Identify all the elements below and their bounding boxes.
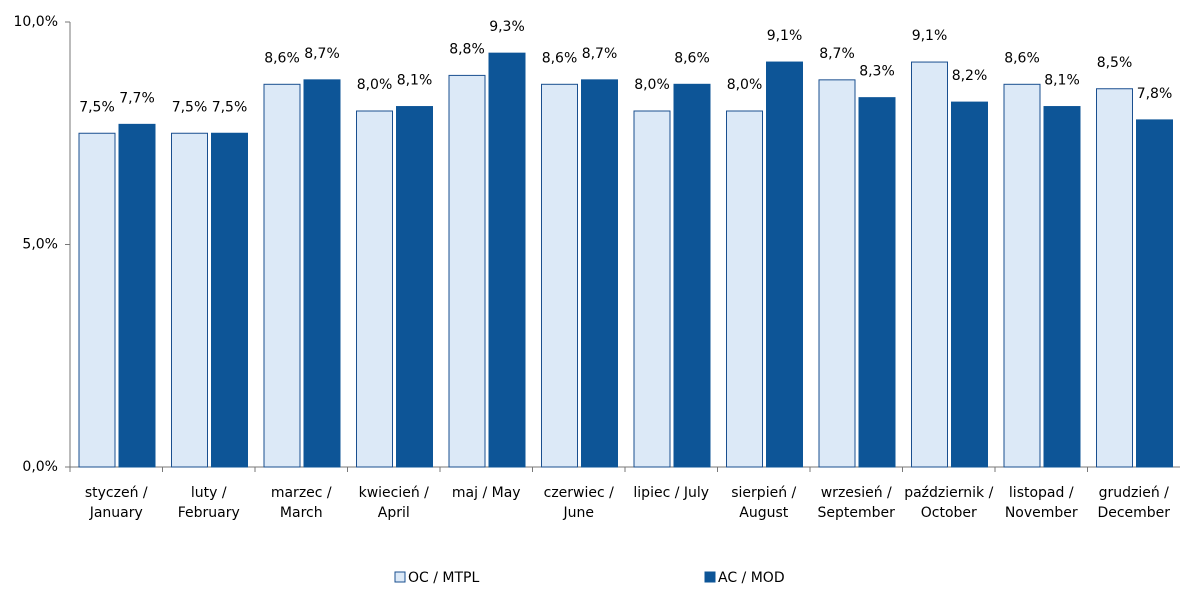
x-tick-label: March bbox=[280, 505, 323, 521]
value-label: 9,3% bbox=[489, 19, 525, 35]
value-label: 9,1% bbox=[767, 28, 803, 44]
value-label: 7,5% bbox=[212, 99, 248, 115]
x-tick-label: October bbox=[921, 505, 977, 521]
x-tick-label: marzec / bbox=[271, 485, 332, 501]
x-tick-label: luty / bbox=[191, 485, 227, 501]
x-tick-label: wrzesień / bbox=[821, 485, 892, 501]
value-label: 8,6% bbox=[674, 50, 710, 66]
bar bbox=[1043, 106, 1081, 468]
x-tick-label: September bbox=[818, 505, 896, 521]
x-tick-label: lipiec / July bbox=[633, 485, 709, 501]
bar bbox=[951, 101, 988, 468]
bar bbox=[1136, 119, 1173, 468]
bar bbox=[78, 132, 116, 468]
bar bbox=[633, 110, 671, 468]
legend-swatch bbox=[394, 571, 406, 583]
value-label: 7,5% bbox=[172, 99, 208, 115]
bar bbox=[858, 97, 896, 468]
x-tick-label: styczeń / bbox=[85, 485, 148, 501]
value-label: 8,6% bbox=[264, 50, 300, 66]
value-label: 8,0% bbox=[357, 77, 393, 93]
bar bbox=[673, 83, 711, 468]
bar bbox=[448, 74, 486, 468]
x-tick-label: November bbox=[1005, 505, 1078, 521]
value-label: 7,7% bbox=[119, 90, 155, 106]
bar bbox=[541, 83, 578, 468]
bar bbox=[356, 110, 393, 468]
legend-label: OC / MTPL bbox=[408, 570, 479, 586]
value-label: 8,1% bbox=[1044, 73, 1080, 89]
bar bbox=[118, 123, 156, 468]
value-label: 8,3% bbox=[859, 64, 895, 80]
bar bbox=[263, 83, 301, 468]
x-tick-label: kwiecień / bbox=[359, 485, 430, 501]
legend-swatch bbox=[704, 571, 716, 583]
value-label: 8,5% bbox=[1097, 55, 1133, 71]
x-tick-label: August bbox=[739, 505, 789, 521]
value-label: 7,8% bbox=[1137, 86, 1173, 102]
x-tick-label: listopad / bbox=[1009, 485, 1074, 501]
bar bbox=[171, 132, 208, 468]
value-label: 8,6% bbox=[1004, 50, 1040, 66]
value-label: 8,7% bbox=[819, 46, 855, 62]
bar bbox=[726, 110, 763, 468]
value-label: 9,1% bbox=[912, 28, 948, 44]
x-tick-label: maj / May bbox=[452, 485, 521, 501]
x-tick-label: February bbox=[178, 505, 240, 521]
bar bbox=[488, 52, 526, 468]
legend-label: AC / MOD bbox=[718, 570, 785, 586]
value-label: 8,6% bbox=[542, 50, 578, 66]
bar bbox=[303, 79, 341, 468]
value-label: 8,7% bbox=[582, 46, 618, 62]
bar bbox=[766, 61, 803, 468]
y-tick-label: 5,0% bbox=[22, 237, 58, 253]
bar bbox=[396, 106, 433, 468]
bar bbox=[1003, 83, 1041, 468]
y-tick-label: 10,0% bbox=[14, 14, 58, 30]
y-tick-label: 0,0% bbox=[22, 459, 58, 475]
value-label: 7,5% bbox=[79, 99, 115, 115]
value-label: 8,0% bbox=[634, 77, 670, 93]
bar bbox=[1096, 88, 1133, 468]
x-tick-label: grudzień / bbox=[1099, 485, 1170, 501]
bar bbox=[211, 132, 248, 468]
value-label: 8,8% bbox=[449, 41, 485, 57]
bar bbox=[911, 61, 948, 468]
x-tick-label: April bbox=[378, 505, 410, 521]
x-tick-label: czerwiec / bbox=[544, 485, 615, 501]
value-label: 8,2% bbox=[952, 68, 988, 84]
x-tick-label: January bbox=[89, 505, 143, 521]
x-tick-label: październik / bbox=[904, 485, 993, 501]
value-label: 8,7% bbox=[304, 46, 340, 62]
x-tick-label: sierpień / bbox=[731, 485, 796, 501]
bar bbox=[818, 79, 856, 468]
bar bbox=[581, 79, 618, 468]
value-label: 8,1% bbox=[397, 73, 433, 89]
x-tick-label: December bbox=[1097, 505, 1170, 521]
x-tick-label: June bbox=[563, 505, 595, 521]
value-label: 8,0% bbox=[727, 77, 763, 93]
